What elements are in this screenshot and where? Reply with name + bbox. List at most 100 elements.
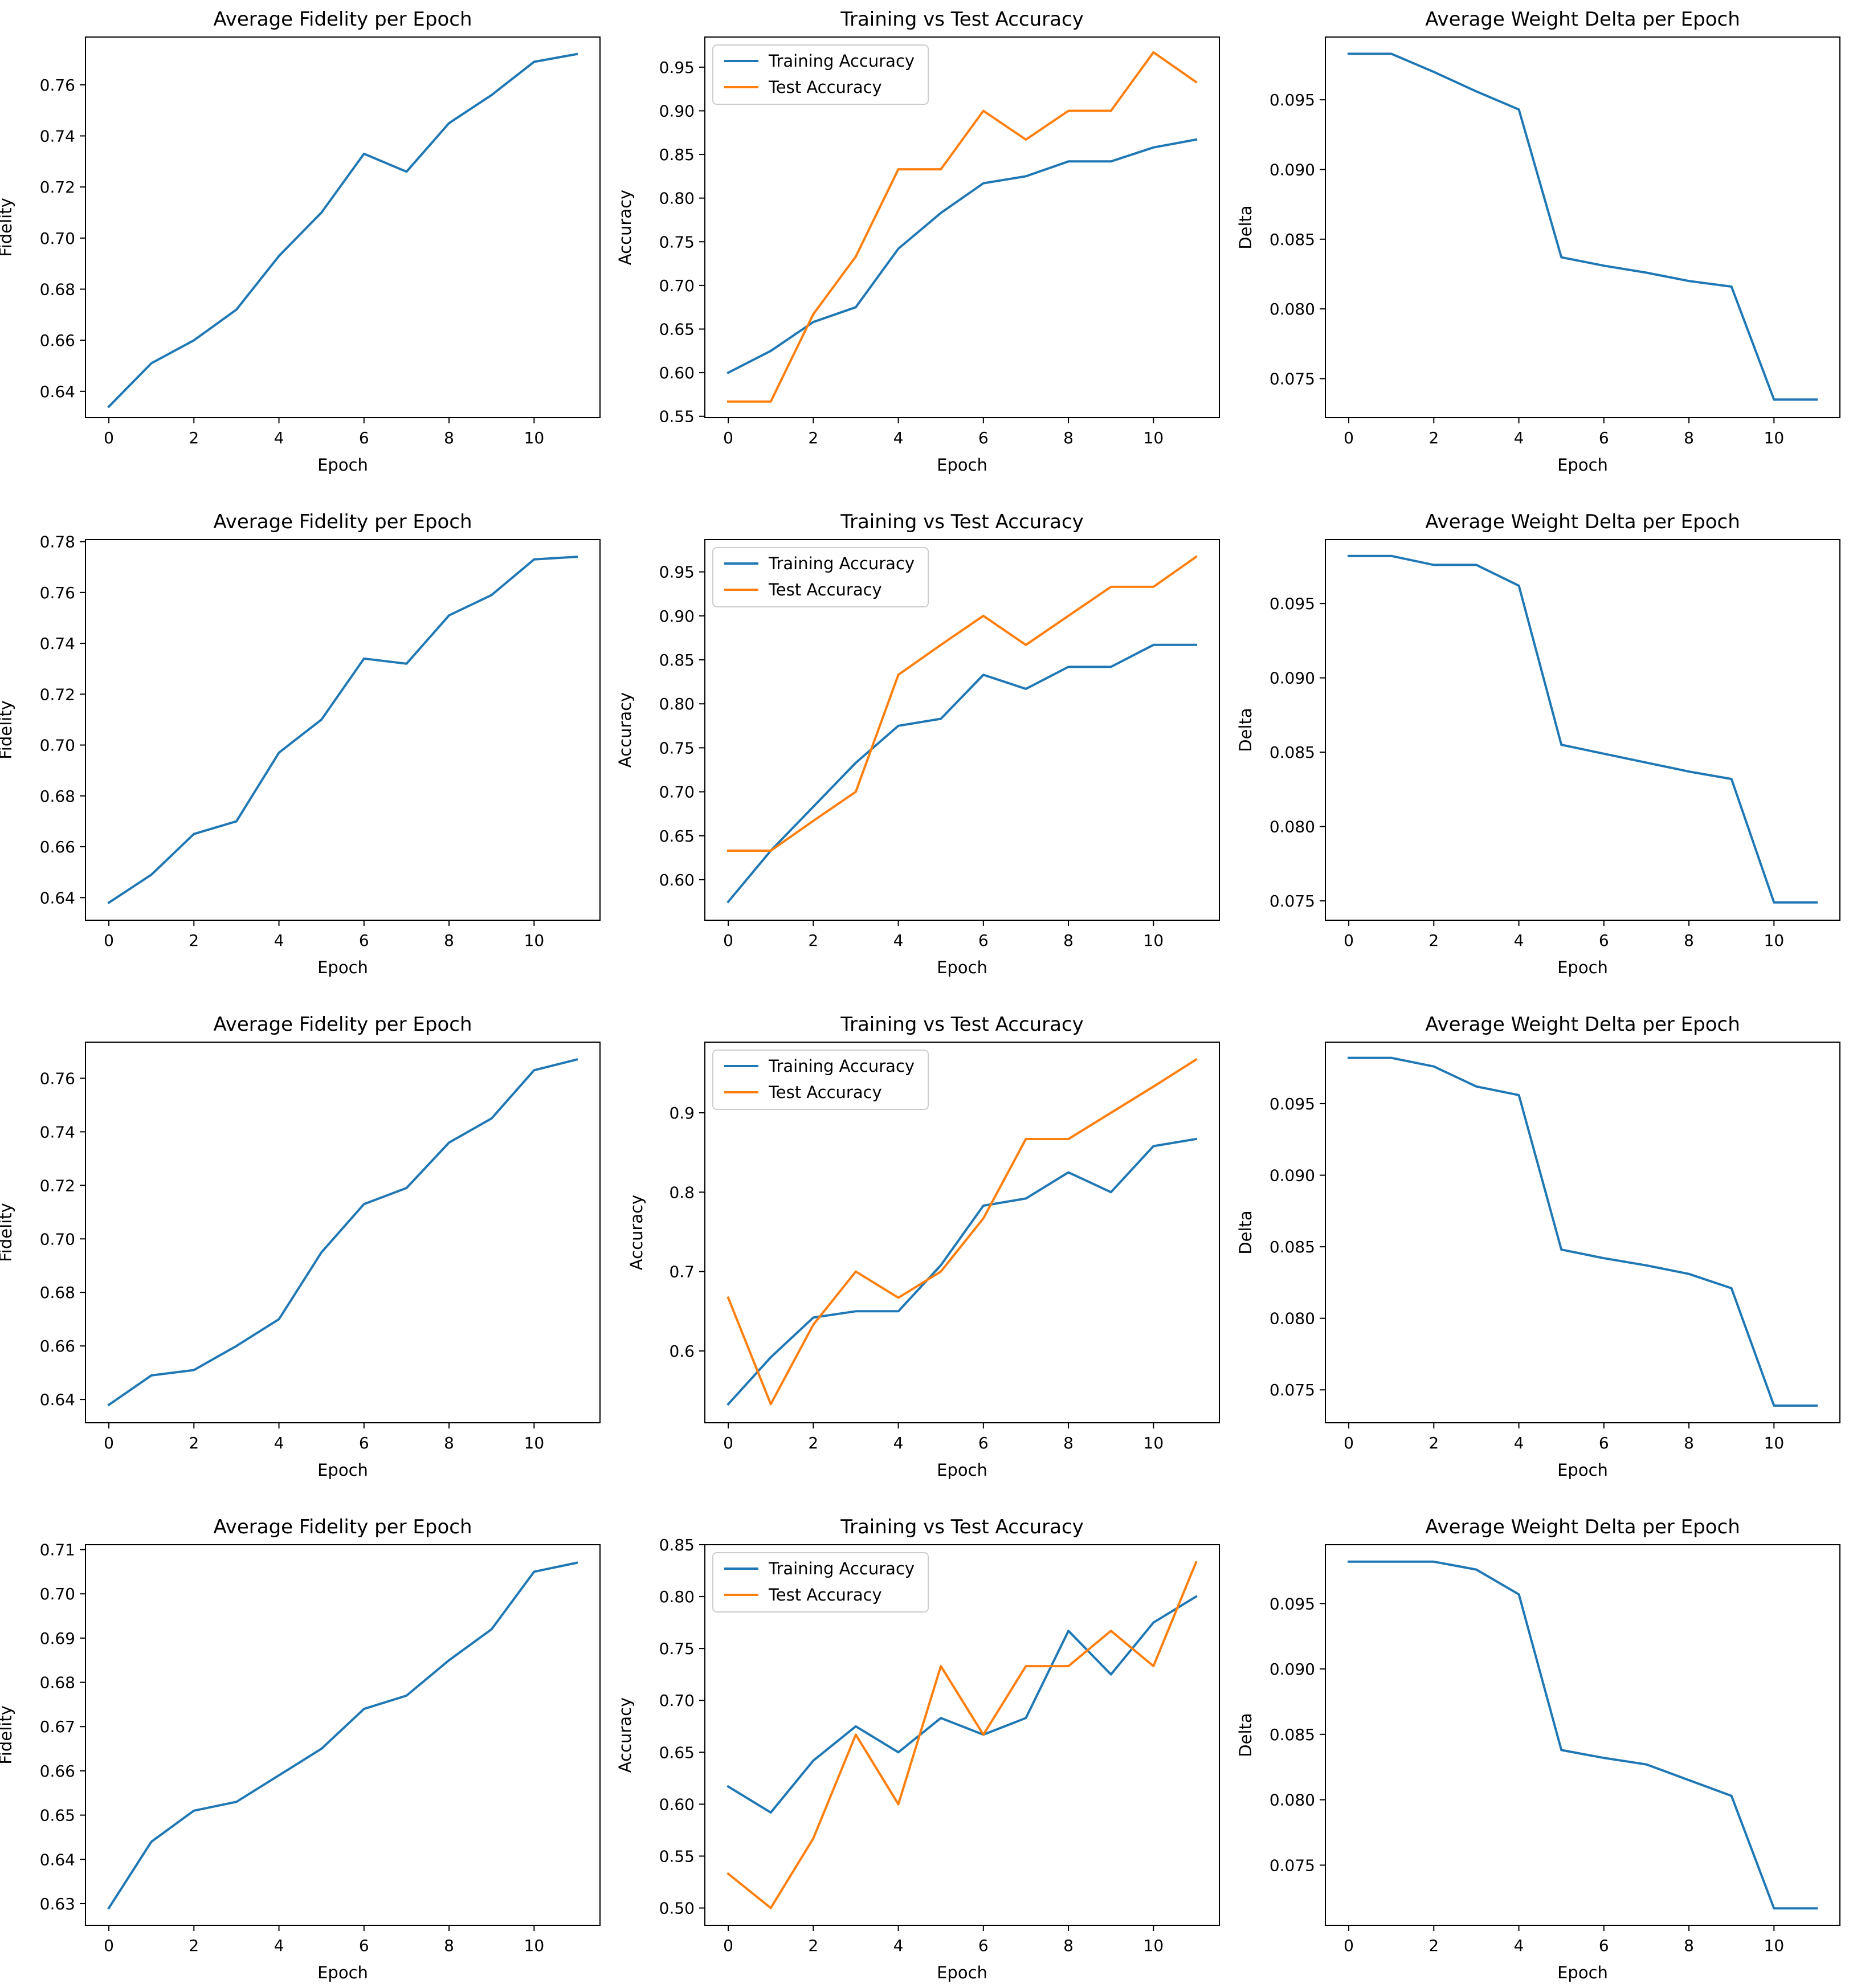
- series-line-test-accuracy: [726, 1561, 1198, 1909]
- subplot-3: Average Weight Delta per Epoch 0 2 4 6 8 10 0.0…: [1236, 8, 1840, 475]
- y-tick-label: 0.85: [659, 651, 695, 670]
- subplot-7: Average Fidelity per Epoch 0 2 4 6 8 10 0.64 0.6…: [0, 1013, 601, 1480]
- y-tick-label: 0.095: [1270, 91, 1315, 109]
- y-tick-label: 0.74: [40, 127, 75, 146]
- x-axis-label: Epoch: [317, 455, 368, 475]
- y-tick-label: 0.66: [40, 331, 75, 350]
- x-tick-label: 10: [524, 428, 545, 447]
- x-tick-label: 8: [1684, 428, 1694, 447]
- x-tick-label: 10: [524, 1936, 545, 1955]
- series-line-fidelity: [107, 556, 578, 904]
- x-axis-label: Epoch: [1557, 958, 1608, 977]
- x-tick-label: 6: [1599, 1936, 1609, 1955]
- x-tick-label: 6: [978, 1936, 989, 1955]
- x-tick-label: 0: [1344, 428, 1354, 447]
- x-tick-label: 10: [1144, 1936, 1164, 1955]
- x-tick-label: 8: [1063, 1434, 1074, 1452]
- x-tick-label: 4: [893, 1434, 904, 1452]
- y-tick-label: 0.64: [40, 888, 75, 907]
- axes-frame: [85, 1042, 601, 1423]
- y-tick-label: 0.76: [40, 76, 75, 95]
- x-axis-label: Epoch: [937, 455, 987, 475]
- x-tick-label: 8: [1684, 1434, 1694, 1452]
- x-axis-label: Epoch: [937, 1460, 987, 1480]
- y-axis-label: Accuracy: [615, 190, 635, 265]
- y-tick-label: 0.72: [40, 685, 75, 704]
- axes-frame: [1325, 1042, 1840, 1423]
- x-tick-label: 0: [104, 1434, 114, 1452]
- subplot-title: Average Weight Delta per Epoch: [1425, 8, 1740, 31]
- y-tick-label: 0.70: [40, 736, 75, 755]
- legend-entry: Training Accuracy: [768, 1559, 915, 1578]
- y-tick-label: 0.080: [1270, 1791, 1315, 1810]
- y-tick-label: 0.67: [40, 1717, 75, 1736]
- subplot-title: Training vs Test Accuracy: [840, 1516, 1084, 1538]
- x-tick-label: 6: [978, 428, 989, 447]
- x-tick-label: 6: [1599, 428, 1609, 447]
- x-tick-label: 0: [104, 931, 114, 950]
- x-tick-label: 6: [359, 1434, 369, 1452]
- subplot-title: Average Weight Delta per Epoch: [1425, 1013, 1740, 1036]
- y-tick-label: 0.90: [659, 607, 695, 626]
- subplot-title: Training vs Test Accuracy: [840, 1013, 1084, 1036]
- y-tick-label: 0.68: [40, 1673, 75, 1692]
- x-axis-label: Epoch: [1557, 1963, 1608, 1982]
- x-tick-label: 4: [274, 1936, 284, 1955]
- y-tick-label: 0.075: [1270, 1381, 1315, 1399]
- subplot-title: Average Fidelity per Epoch: [213, 8, 472, 31]
- y-tick-label: 0.64: [40, 1850, 75, 1869]
- y-tick-label: 0.60: [659, 1795, 695, 1814]
- x-tick-label: 10: [1764, 931, 1785, 950]
- y-axis-label: Fidelity: [0, 198, 15, 257]
- y-tick-label: 0.70: [40, 229, 75, 248]
- x-tick-label: 10: [1144, 428, 1164, 447]
- x-tick-label: 4: [893, 1936, 904, 1955]
- x-tick-label: 4: [1514, 1936, 1524, 1955]
- y-tick-label: 0.72: [40, 1176, 75, 1195]
- y-tick-label: 0.64: [40, 1390, 75, 1409]
- y-axis-label: Delta: [1236, 1713, 1255, 1757]
- subplot-title: Training vs Test Accuracy: [840, 511, 1084, 533]
- legend: Training Accuracy Test Accuracy: [712, 547, 929, 607]
- subplot-title: Average Fidelity per Epoch: [213, 1013, 472, 1036]
- x-tick-label: 10: [1764, 1434, 1785, 1452]
- y-tick-label: 0.74: [40, 1122, 75, 1141]
- x-tick-label: 4: [1514, 1434, 1524, 1452]
- x-tick-label: 2: [808, 428, 818, 447]
- x-tick-label: 0: [723, 428, 733, 447]
- y-tick-label: 0.70: [659, 276, 695, 295]
- y-tick-label: 0.7: [669, 1263, 695, 1281]
- x-tick-label: 10: [1764, 1936, 1785, 1955]
- y-axis-label: Fidelity: [0, 1203, 15, 1262]
- subplot-8: Training vs Test Accuracy 0 2 4 6 8 10 0.6 0.7 0.…: [627, 1013, 1220, 1480]
- x-tick-label: 0: [1344, 931, 1354, 950]
- subplot-title: Average Weight Delta per Epoch: [1425, 511, 1740, 533]
- subplot-12: Average Weight Delta per Epoch 0 2 4 6 8 10 0.0…: [1236, 1516, 1840, 1982]
- y-tick-label: 0.085: [1270, 1238, 1315, 1256]
- y-tick-label: 0.9: [669, 1104, 695, 1122]
- y-axis-label: Accuracy: [615, 1697, 635, 1773]
- y-tick-label: 0.075: [1270, 892, 1315, 911]
- x-tick-label: 2: [1428, 428, 1439, 447]
- y-tick-label: 0.6: [669, 1342, 695, 1361]
- y-tick-label: 0.65: [659, 827, 695, 846]
- x-tick-label: 2: [808, 1936, 818, 1955]
- x-tick-label: 10: [524, 1434, 545, 1452]
- x-tick-label: 4: [274, 1434, 284, 1452]
- x-axis-label: Epoch: [317, 1460, 368, 1480]
- y-tick-label: 0.65: [40, 1806, 75, 1825]
- series-line-test-accuracy: [727, 51, 1198, 403]
- x-tick-label: 2: [1428, 1936, 1439, 1955]
- axes-frame: [704, 1042, 1220, 1423]
- y-tick-label: 0.63: [40, 1895, 75, 1913]
- y-tick-label: 0.80: [659, 1587, 695, 1606]
- axes-frame: [704, 1544, 1220, 1926]
- y-tick-label: 0.66: [40, 838, 75, 856]
- x-tick-label: 6: [978, 1434, 989, 1452]
- legend-entry: Training Accuracy: [768, 1056, 915, 1076]
- series-line-test-accuracy: [726, 1058, 1198, 1406]
- y-tick-label: 0.71: [40, 1541, 75, 1560]
- x-tick-label: 0: [104, 428, 114, 447]
- subplot-title: Average Fidelity per Epoch: [213, 1516, 472, 1538]
